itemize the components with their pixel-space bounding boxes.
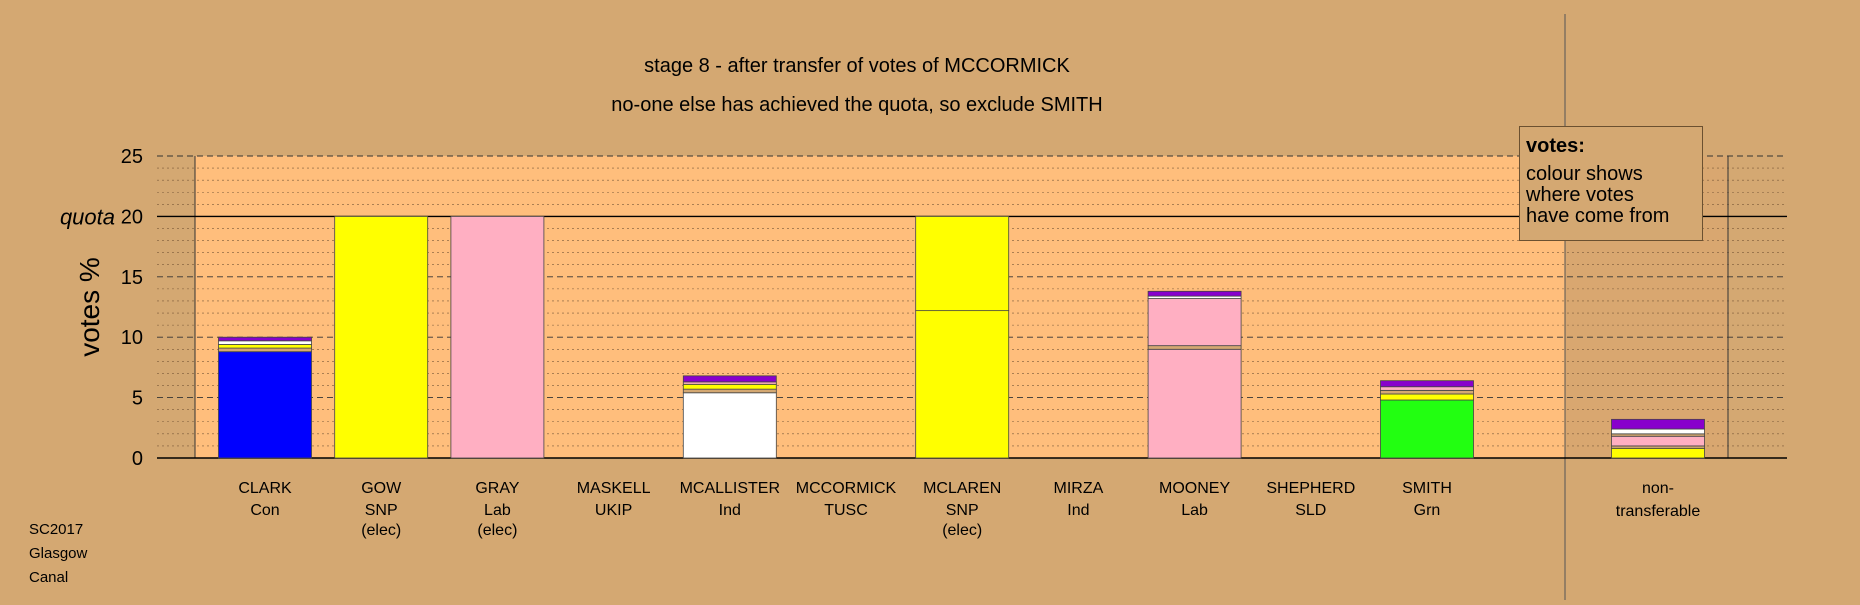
label-mclaren-status: (elec) bbox=[942, 522, 982, 539]
legend-line-3: have come from bbox=[1526, 205, 1670, 227]
bar-clark-segment bbox=[218, 347, 312, 353]
y-axis-label: votes % bbox=[74, 257, 105, 357]
bar-nontransferable-segment bbox=[1611, 428, 1705, 435]
label-mcallister-name: MCALLISTER bbox=[680, 480, 780, 497]
bar-clark-segment bbox=[218, 344, 312, 349]
label-mccormick-name: MCCORMICK bbox=[796, 480, 897, 497]
label-gow-name: GOW bbox=[361, 480, 402, 497]
bar-mcallister-segment bbox=[682, 388, 777, 394]
bar-smith-segment bbox=[1380, 393, 1474, 401]
bar-mcallister-segment bbox=[682, 392, 777, 459]
bar-mclaren-segment bbox=[915, 310, 1010, 459]
label-gray-status: (elec) bbox=[477, 522, 517, 539]
bar-smith-segment bbox=[1380, 386, 1474, 391]
label-clark-party: Con bbox=[250, 502, 279, 519]
chart-title: stage 8 - after transfer of votes of MCC… bbox=[644, 55, 1070, 77]
label-smith-party: Grn bbox=[1414, 502, 1441, 519]
label-shepherd-name: SHEPHERD bbox=[1266, 480, 1355, 497]
bar-mooney-segment bbox=[1147, 290, 1242, 297]
legend-heading: votes: bbox=[1526, 135, 1585, 157]
bar-gow-segment bbox=[334, 215, 429, 459]
label-nontransferable-line2: transferable bbox=[1616, 503, 1701, 520]
chart-subtitle: no-one else has achieved the quota, so e… bbox=[611, 94, 1102, 116]
ytick-label: 0 bbox=[132, 448, 143, 470]
bar-mcallister-segment bbox=[682, 383, 777, 390]
label-mirza-name: MIRZA bbox=[1054, 480, 1104, 497]
label-gow-status: (elec) bbox=[361, 522, 401, 539]
bar-clark-segment bbox=[218, 340, 312, 345]
bar-mcallister-segment bbox=[682, 375, 777, 383]
label-gray-name: GRAY bbox=[475, 480, 519, 497]
bar-mooney-segment bbox=[1147, 345, 1242, 350]
label-maskell-name: MASKELL bbox=[577, 480, 651, 497]
ytick-label: 25 bbox=[121, 146, 143, 168]
bar-nontransferable-segment bbox=[1611, 447, 1705, 459]
label-mccormick-party: TUSC bbox=[824, 502, 868, 519]
bar-mooney-segment bbox=[1147, 298, 1242, 347]
bar-gray-segment bbox=[450, 215, 545, 459]
ytick-label: 20 bbox=[121, 206, 143, 228]
label-shepherd-party: SLD bbox=[1295, 502, 1326, 519]
corner-line-1: SC2017 bbox=[29, 521, 84, 538]
label-gow-party: SNP bbox=[365, 502, 398, 519]
label-maskell-party: UKIP bbox=[595, 502, 632, 519]
quota-label: quota bbox=[60, 204, 115, 229]
label-clark-name: CLARK bbox=[238, 480, 292, 497]
corner-line-3: Canal bbox=[29, 569, 69, 586]
legend-box: votes: colour shows where votes have com… bbox=[1519, 126, 1703, 241]
label-mooney-name: MOONEY bbox=[1159, 480, 1230, 497]
legend-line-2: where votes bbox=[1526, 184, 1634, 206]
label-mcallister-party: Ind bbox=[719, 502, 741, 519]
ytick-label: 5 bbox=[132, 388, 143, 410]
ytick-label: 10 bbox=[121, 327, 143, 349]
legend-text: colour shows where votes have come from bbox=[1526, 164, 1696, 227]
label-gray-party: Lab bbox=[484, 502, 511, 519]
label-mooney-party: Lab bbox=[1181, 502, 1208, 519]
corner-line-2: Glasgow bbox=[29, 545, 88, 562]
bar-mclaren-segment bbox=[915, 215, 1010, 312]
bar-smith-segment bbox=[1380, 389, 1474, 395]
bar-mooney-segment bbox=[1147, 348, 1242, 459]
bar-smith-segment bbox=[1380, 399, 1474, 459]
bar-clark-segment bbox=[218, 351, 312, 459]
label-mclaren-party: SNP bbox=[946, 502, 979, 519]
bar-smith-segment bbox=[1380, 380, 1474, 388]
bar-nontransferable-segment bbox=[1611, 435, 1705, 447]
label-nontransferable-line1: non- bbox=[1642, 480, 1674, 497]
label-mclaren-name: MCLAREN bbox=[923, 480, 1001, 497]
bar-clark-segment bbox=[218, 336, 312, 342]
legend-line-1: colour shows bbox=[1526, 163, 1643, 185]
label-smith-name: SMITH bbox=[1402, 480, 1452, 497]
label-mirza-party: Ind bbox=[1067, 502, 1089, 519]
bar-nontransferable-segment bbox=[1611, 418, 1705, 430]
ytick-label: 15 bbox=[121, 267, 143, 289]
